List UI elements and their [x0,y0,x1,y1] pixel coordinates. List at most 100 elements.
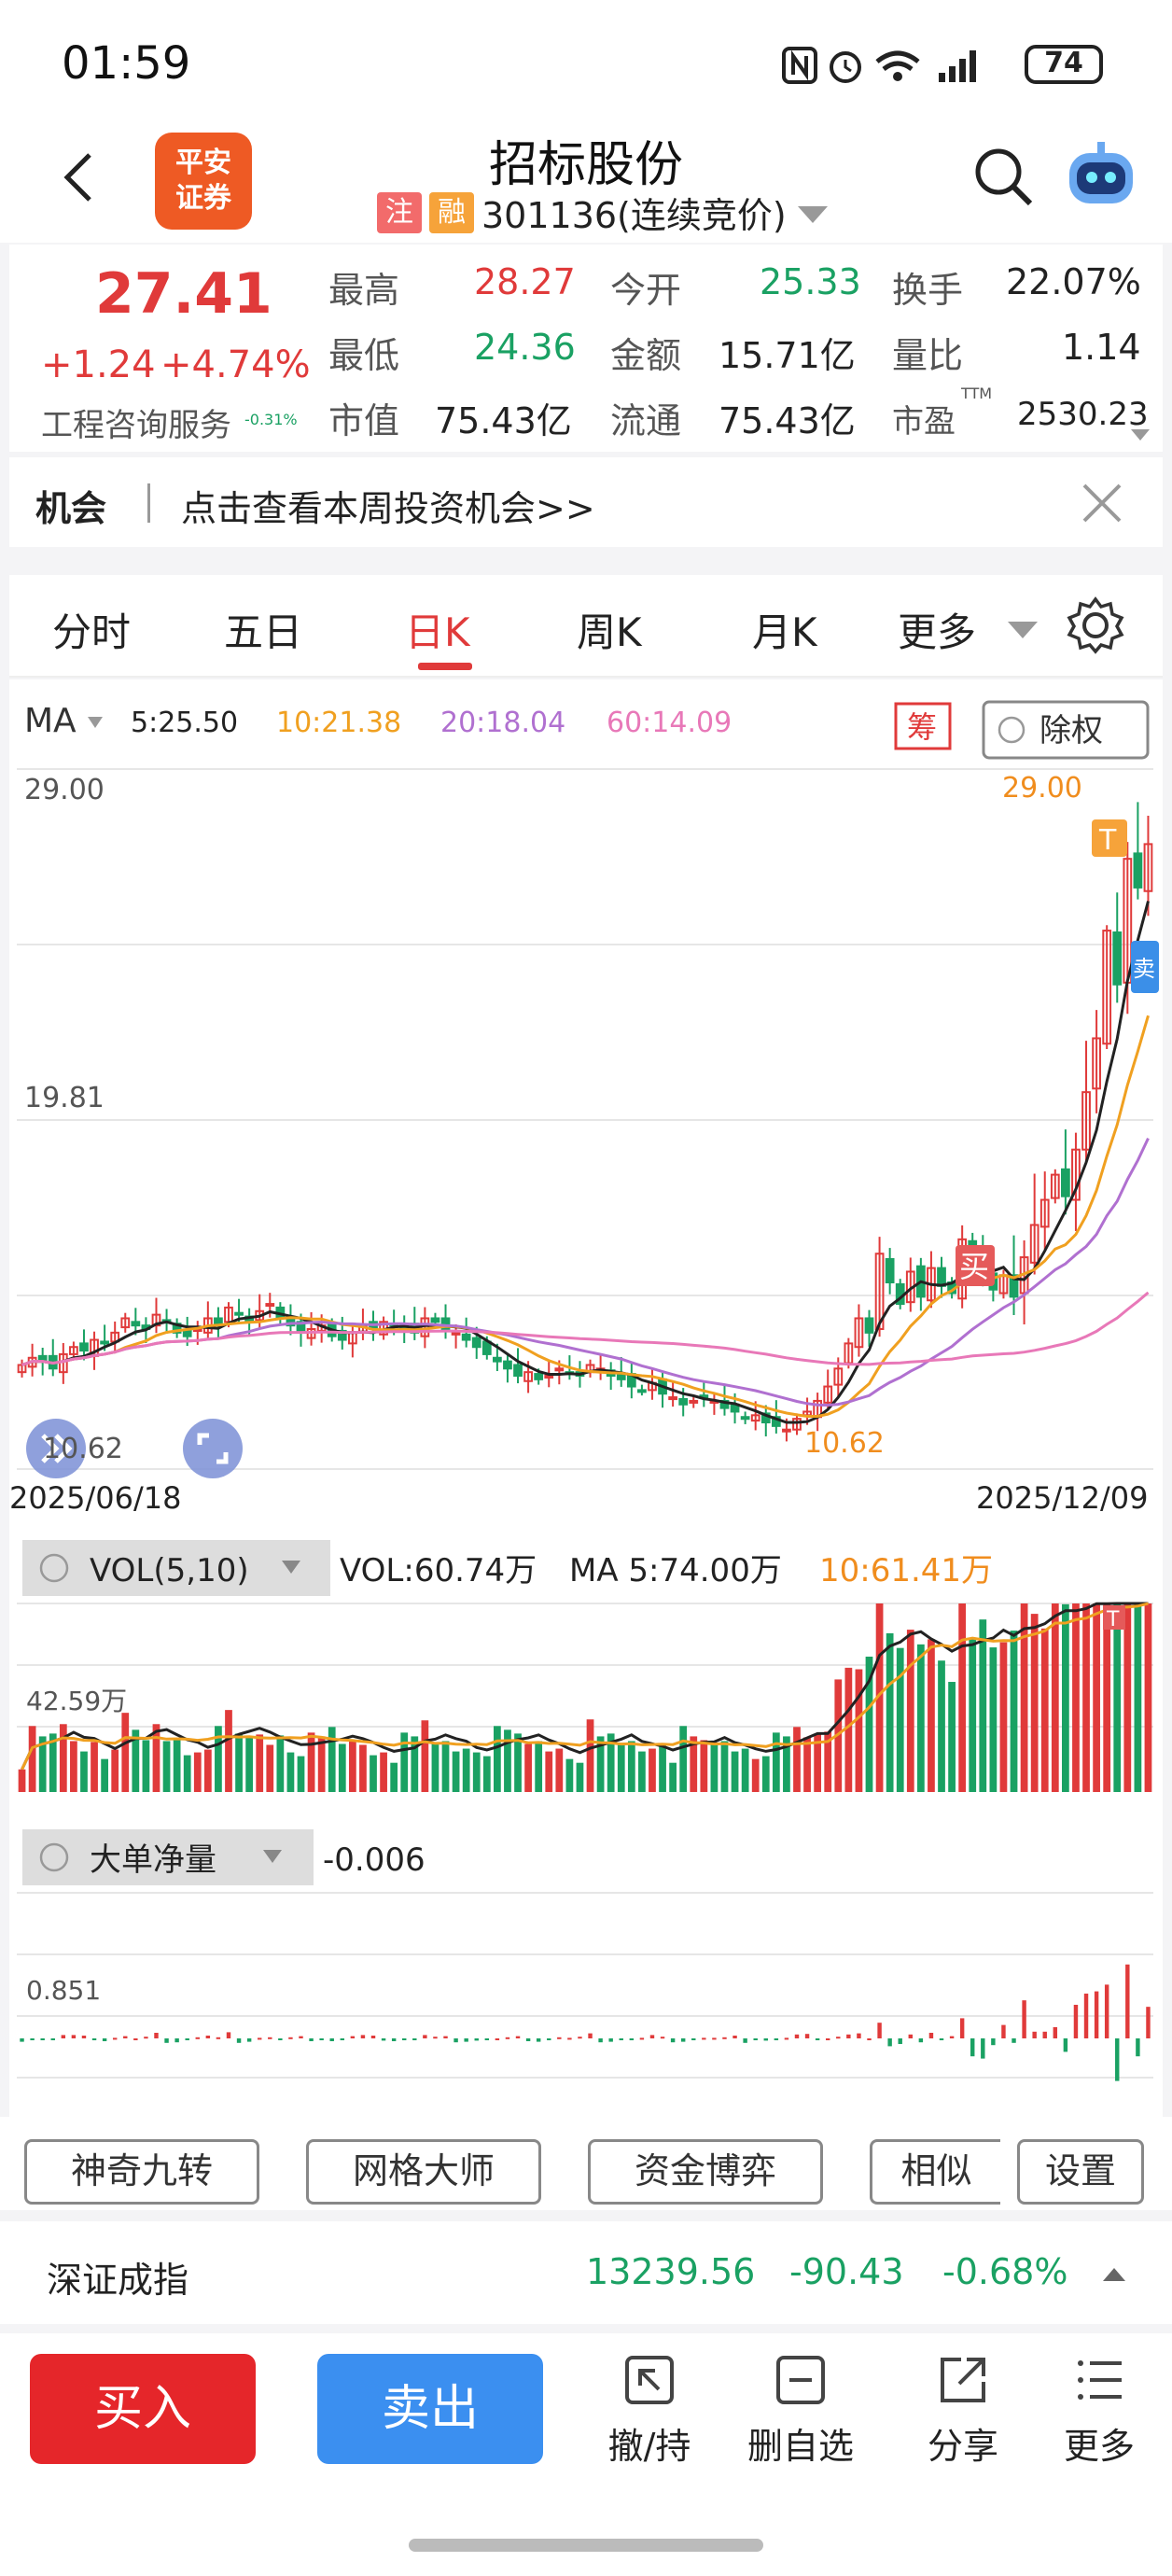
big-order-bar [205,2036,211,2038]
opportunity-text[interactable]: 点击查看本周投资机会>> [181,488,595,529]
label-turnover: 换手 [892,270,964,311]
tab-daily-k[interactable]: 日K [405,609,470,655]
settings-button[interactable]: 设置 [1017,2139,1144,2205]
status-icons [782,47,976,84]
candle-body [1143,843,1153,892]
grid-master-button[interactable]: 网格大师 [306,2139,541,2205]
volume-bar [649,1748,656,1792]
more-item[interactable]: 更多 [1043,2352,1155,2469]
volume-bar [524,1743,532,1792]
tool-buttons: 神奇九转 网格大师 资金博弈 相似 设置 [0,2117,1172,2210]
volume-bar [958,1603,967,1792]
sell-marker [1131,941,1159,993]
volume-bar [1123,1603,1132,1792]
alarm-icon [830,51,861,83]
big-order-bar [30,2038,35,2040]
volume-bar [772,1732,780,1792]
candle-body [1061,1168,1070,1197]
divider [147,483,150,523]
candle-body [534,1373,544,1380]
volume-bar [328,1727,336,1792]
big-order-bar [505,2037,510,2039]
close-icon[interactable] [1079,480,1125,526]
volume-bar [783,1736,790,1792]
label-mcap: 市值 [328,400,400,441]
big-order-dropdown-icon[interactable] [263,1850,282,1863]
big-order-bar [1042,2031,1047,2038]
back-icon[interactable] [56,149,103,205]
t-marker [1092,819,1127,857]
tab-five-day[interactable]: 五日 [224,609,303,655]
big-order-bar [608,2038,613,2042]
cancel-hold-item[interactable]: 撤/持 [593,2352,705,2469]
ma-label[interactable]: MA [24,702,77,740]
volume-bar [215,1726,222,1792]
big-order-bar [278,2038,283,2040]
chevron-down-icon[interactable] [1004,616,1041,644]
candle-body [337,1329,347,1341]
ma5-value: 5:25.50 [131,707,238,739]
big-order-bar [712,2037,717,2040]
volume-bar [793,1727,801,1792]
big-order-label-box[interactable] [22,1829,314,1885]
stock-code: 301136(连续竞价) [481,195,787,236]
fullscreen-icon[interactable] [183,1419,243,1478]
adjust-button[interactable] [982,700,1150,760]
big-order-bar [370,2036,376,2038]
remove-watchlist-item[interactable]: 删自选 [745,2352,857,2469]
volume-bar [225,1710,232,1792]
volume-bar [1072,1603,1080,1792]
volume-bar [276,1735,285,1792]
tab-more[interactable]: 更多 [898,609,977,655]
volume-bar [482,1756,491,1792]
big-order-bar [567,2037,572,2040]
similar-button[interactable]: 相似 [870,2139,1000,2205]
candle-body [864,1317,874,1334]
big-order-bar [20,2038,24,2042]
big-order-bar [815,2038,820,2040]
big-order-bar [825,2038,830,2040]
magic-nine-button[interactable]: 神奇九转 [24,2139,259,2205]
tab-monthly-k[interactable]: 月K [752,609,817,655]
industry-name[interactable]: 工程咨询服务 [41,407,231,444]
candle-body [430,1317,440,1323]
big-order-bar [391,2038,397,2041]
big-order-bar [144,2037,148,2039]
opportunity-label: 机会 [35,488,107,529]
big-order-bar [195,2037,200,2039]
search-icon[interactable] [970,144,1036,209]
chip-button[interactable] [894,702,952,750]
volume-bar [359,1744,367,1792]
buy-button[interactable]: 买入 [30,2354,256,2464]
volume-bar [659,1745,666,1792]
index-bar[interactable]: 深证成指 13239.56 -90.43 -0.68% [0,2221,1172,2324]
share-item[interactable]: 分享 [907,2352,1019,2469]
candle-body [182,1329,192,1337]
vol-dropdown-icon[interactable] [282,1561,300,1574]
volume-bar [999,1642,1008,1792]
opportunity-banner[interactable]: 机会 点击查看本周投资机会>> [9,457,1163,547]
stock-chart[interactable]: MA 5:25.50 10:21.38 20:18.04 60:14.09 筹 … [9,679,1163,2117]
big-order-bar [257,2037,262,2040]
chevron-up-icon[interactable] [1101,2264,1127,2283]
fund-game-button[interactable]: 资金博弈 [588,2139,823,2205]
volume-bar [183,1755,191,1792]
candle-body [740,1416,750,1421]
volume-bar [462,1748,470,1792]
label-open: 今开 [610,270,682,311]
candle-body [678,1398,689,1406]
adjust-label: 除权 [1039,712,1103,749]
big-order-bar [246,2038,252,2042]
candle-body [554,1367,565,1372]
sell-button[interactable]: 卖出 [317,2354,543,2464]
robot-assistant-icon[interactable] [1064,140,1138,211]
gear-icon[interactable] [1066,595,1125,655]
status-time: 01:59 [62,37,191,90]
stock-code-row[interactable]: 注 融 301136(连续竞价) [377,187,831,238]
ma-dropdown-icon[interactable] [88,717,103,728]
vol-label-box[interactable] [22,1540,330,1596]
tab-fenshi[interactable]: 分时 [52,609,132,655]
tab-weekly-k[interactable]: 周K [577,609,642,655]
expand-icon[interactable] [1129,427,1151,444]
volume-bar [1082,1603,1090,1792]
